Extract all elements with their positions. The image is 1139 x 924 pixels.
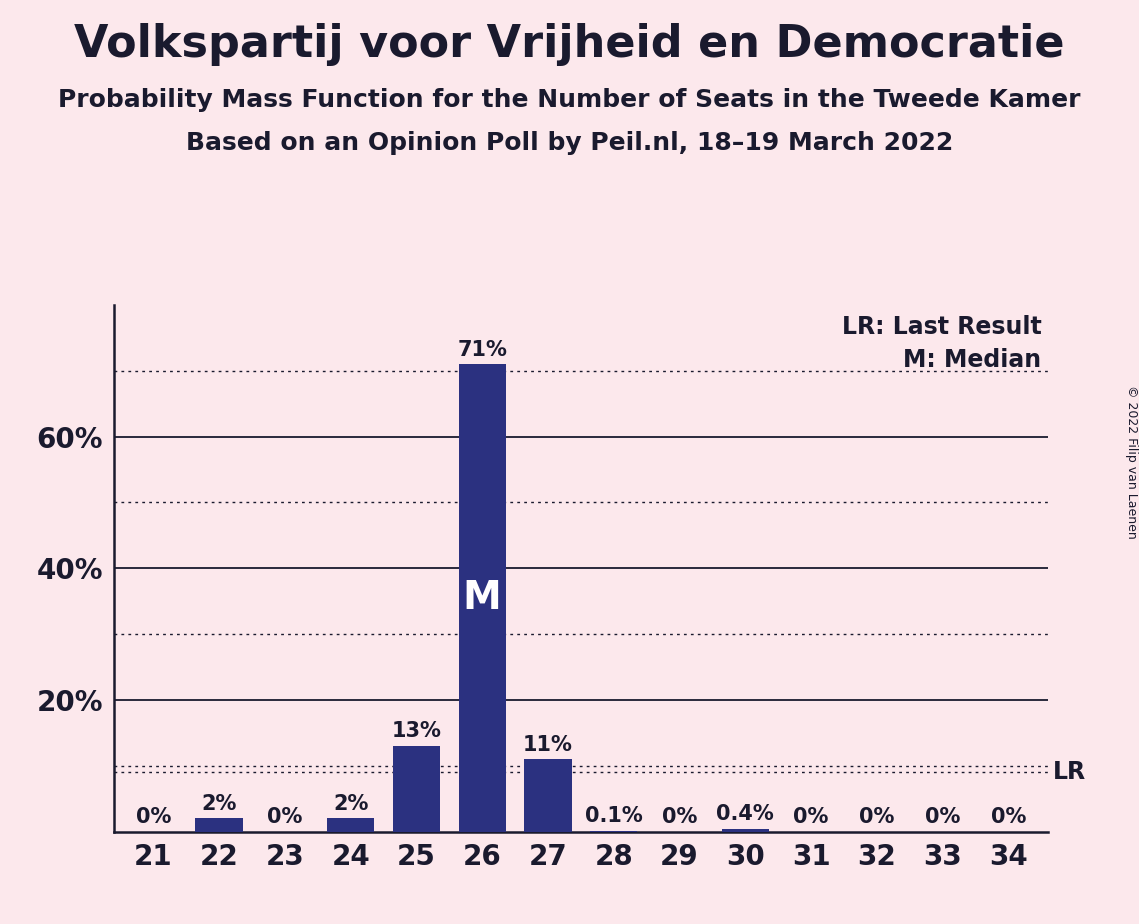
Text: LR: Last Result: LR: Last Result xyxy=(842,315,1041,339)
Bar xyxy=(393,746,440,832)
Text: 0%: 0% xyxy=(991,807,1026,827)
Text: 11%: 11% xyxy=(523,735,573,755)
Bar xyxy=(459,364,506,832)
Text: Probability Mass Function for the Number of Seats in the Tweede Kamer: Probability Mass Function for the Number… xyxy=(58,88,1081,112)
Bar xyxy=(524,760,572,832)
Text: 0%: 0% xyxy=(662,807,697,827)
Bar xyxy=(722,829,769,832)
Text: 13%: 13% xyxy=(392,722,442,741)
Bar xyxy=(327,819,375,832)
Text: LR: LR xyxy=(1052,760,1085,784)
Bar xyxy=(196,819,243,832)
Text: 0%: 0% xyxy=(859,807,894,827)
Text: M: M xyxy=(462,578,501,617)
Text: 0%: 0% xyxy=(136,807,171,827)
Text: 0%: 0% xyxy=(925,807,960,827)
Text: 0%: 0% xyxy=(268,807,303,827)
Text: 0.4%: 0.4% xyxy=(716,805,775,824)
Text: Volkspartij voor Vrijheid en Democratie: Volkspartij voor Vrijheid en Democratie xyxy=(74,23,1065,67)
Text: 0%: 0% xyxy=(794,807,829,827)
Text: © 2022 Filip van Laenen: © 2022 Filip van Laenen xyxy=(1124,385,1138,539)
Text: 71%: 71% xyxy=(457,339,507,359)
Text: 2%: 2% xyxy=(202,794,237,814)
Text: Based on an Opinion Poll by Peil.nl, 18–19 March 2022: Based on an Opinion Poll by Peil.nl, 18–… xyxy=(186,131,953,155)
Text: 2%: 2% xyxy=(333,794,368,814)
Text: 0.1%: 0.1% xyxy=(585,807,642,826)
Text: M: Median: M: Median xyxy=(903,347,1041,371)
